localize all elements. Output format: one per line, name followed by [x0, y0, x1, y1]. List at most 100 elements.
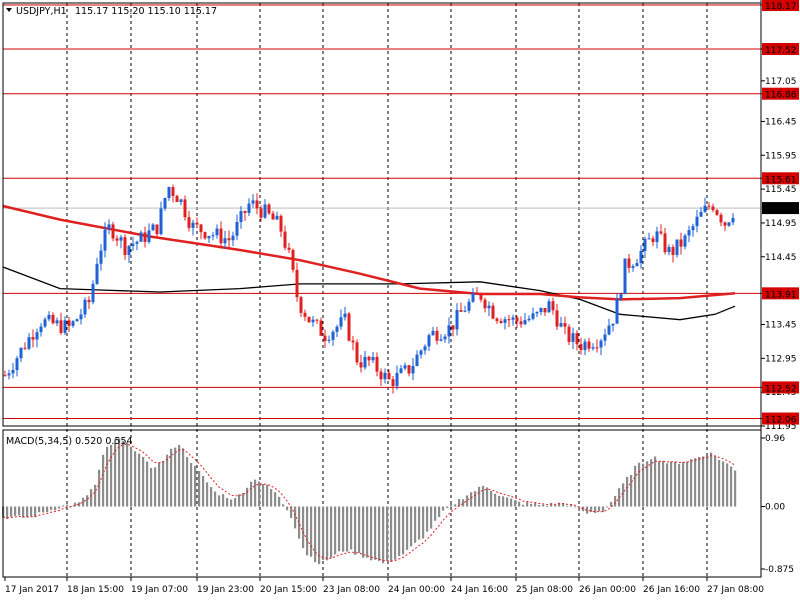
candle-bearish	[587, 341, 591, 349]
time-axis: 17 Jan 2017 18 Jan 15:00 19 Jan 07:00 19 Ja…	[4, 577, 764, 595]
candle-bullish	[95, 263, 99, 284]
macd-bar	[170, 448, 173, 507]
candle-bullish	[639, 250, 643, 264]
candle-bullish	[487, 305, 491, 309]
candle-bullish	[655, 231, 659, 243]
candle-bullish	[43, 319, 47, 327]
candle-bullish	[207, 236, 211, 239]
candle-bearish	[315, 319, 319, 321]
macd-bar	[194, 465, 197, 507]
candle-bearish	[627, 258, 631, 268]
candle-bearish	[711, 206, 715, 211]
macd-bar	[14, 506, 17, 516]
time-tick-label: 23 Jan 08:00	[323, 585, 380, 595]
candle-bearish	[595, 347, 599, 349]
candle-bearish	[563, 323, 567, 327]
price-tick-label: 117.05	[765, 77, 797, 87]
candle-bullish	[423, 346, 427, 351]
macd-bar	[606, 506, 609, 508]
time-tick-label: 18 Jan 15:00	[67, 585, 124, 595]
candle-bearish	[367, 356, 371, 361]
macd-bar	[430, 506, 433, 529]
candle-bullish	[471, 292, 475, 302]
time-tick-label: 27 Jan 08:00	[707, 585, 764, 595]
candle-bearish	[375, 356, 379, 372]
macd-bar	[602, 506, 605, 512]
current-price-label: 115.17	[765, 205, 797, 215]
candle-bearish	[67, 320, 71, 326]
macd-bar	[498, 495, 501, 507]
candle-bullish	[667, 247, 671, 253]
macd-bar	[390, 506, 393, 562]
macd-bar	[54, 506, 57, 511]
macd-bar	[66, 504, 69, 507]
macd-bar	[6, 506, 9, 520]
macd-bar	[558, 502, 561, 507]
candle-bullish	[539, 307, 543, 313]
macd-bar	[18, 506, 21, 516]
macd-bar	[42, 506, 45, 513]
candle-bullish	[223, 238, 227, 244]
macd-bar	[322, 506, 325, 561]
macd-bar	[534, 502, 537, 507]
candle-bullish	[431, 330, 435, 336]
macd-bar	[206, 482, 209, 507]
macd-bar	[70, 505, 73, 507]
price-tick-label: 114.95	[765, 219, 797, 229]
macd-bar	[370, 506, 373, 561]
macd-bar	[358, 506, 361, 553]
level-label-box	[762, 0, 799, 12]
macd-bar	[546, 506, 549, 508]
candle-bullish	[179, 199, 183, 203]
candle-bullish	[135, 241, 139, 244]
macd-bar	[730, 466, 733, 507]
macd-bar	[10, 506, 13, 517]
candle-bullish	[331, 331, 335, 340]
candle-bullish	[47, 314, 51, 320]
macd-bar	[230, 499, 233, 507]
macd-bar	[82, 497, 85, 507]
candle-bearish	[259, 208, 263, 218]
macd-bar	[306, 506, 309, 556]
candle-bullish	[455, 310, 459, 330]
macd-bar	[290, 506, 293, 518]
candle-bullish	[139, 232, 143, 242]
macd-bar	[350, 506, 353, 550]
candle-bearish	[307, 316, 311, 323]
candle-bullish	[335, 326, 339, 332]
candle-bullish	[63, 320, 67, 333]
candle-bearish	[295, 269, 299, 298]
macd-bar	[106, 446, 109, 507]
candle-bearish	[303, 312, 307, 317]
level-label-box	[762, 381, 799, 394]
macd-bar	[282, 504, 285, 507]
level-label-box	[762, 412, 799, 425]
macd-bar	[182, 448, 185, 507]
macd-bar	[278, 496, 281, 507]
candle-bearish	[651, 238, 655, 243]
candle-bullish	[647, 238, 651, 240]
moving-average-black	[2, 266, 736, 321]
candle-bullish	[403, 365, 407, 369]
time-tick-label: 19 Jan 23:00	[197, 585, 254, 595]
candle-bullish	[699, 211, 703, 217]
candle-bearish	[299, 297, 303, 313]
macd-bar	[242, 492, 245, 507]
macd-bar	[22, 506, 25, 518]
macd-bar	[86, 495, 89, 507]
dropdown-arrow-icon[interactable]	[6, 8, 12, 12]
macd-bar	[382, 506, 385, 564]
macd-bar	[246, 487, 249, 507]
macd-bar	[726, 463, 729, 507]
time-tick-label: 19 Jan 07:00	[131, 585, 188, 595]
candle-bearish	[543, 307, 547, 313]
candle-bullish	[103, 229, 107, 251]
macd-bar	[354, 506, 357, 555]
candle-bullish	[127, 245, 131, 255]
candle-bullish	[535, 312, 539, 314]
candle-bullish	[159, 208, 163, 235]
candle-bullish	[691, 226, 695, 231]
candle-bearish	[483, 299, 487, 309]
